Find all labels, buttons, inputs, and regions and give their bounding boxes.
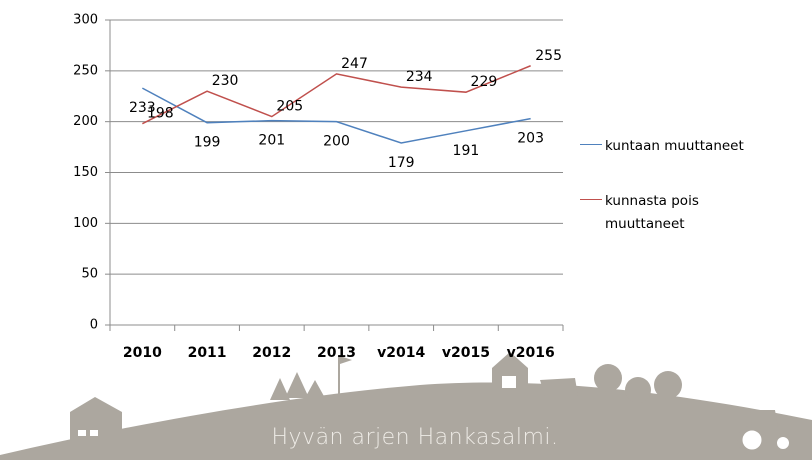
- x-tick-label: 2010: [123, 345, 162, 361]
- data-label: 234: [406, 69, 433, 85]
- data-label: 199: [194, 135, 221, 151]
- legend-item: kunnasta pois muuttaneet: [580, 190, 725, 236]
- series-line: [142, 87, 531, 144]
- data-label: 255: [535, 48, 562, 64]
- x-tick-label: v2016: [507, 345, 555, 361]
- y-tick-label: 200: [73, 114, 98, 129]
- slogan: Hyvän arjen Hankasalmi.: [271, 425, 558, 450]
- y-tick-label: 150: [73, 165, 98, 180]
- data-label: 200: [323, 134, 350, 150]
- y-tick-label: 250: [73, 63, 98, 78]
- legend-swatch: [580, 199, 602, 200]
- data-label: 201: [258, 133, 285, 149]
- y-tick-label: 300: [73, 13, 98, 28]
- y-tick-label: 0: [90, 318, 98, 333]
- data-label: 229: [471, 74, 498, 90]
- data-label: 233: [129, 100, 156, 116]
- x-tick-label: 2011: [188, 345, 227, 361]
- series-line: [142, 65, 531, 125]
- y-tick-label: 50: [81, 267, 98, 282]
- data-label: 198: [147, 106, 174, 122]
- x-tick-label: 2012: [252, 345, 291, 361]
- data-label: 203: [517, 131, 544, 147]
- data-label: 247: [341, 56, 368, 72]
- plot: 0 50 100 150 200 250 300 2010 2011 2012 2013 v2014 v…: [73, 13, 564, 361]
- legend-label: kunnasta pois muuttaneet: [605, 193, 699, 232]
- legend-swatch: [580, 144, 602, 145]
- y-tick-label: 100: [73, 216, 98, 231]
- x-tick-label: v2014: [377, 345, 425, 361]
- legend-item: kuntaan muuttaneet: [580, 135, 795, 158]
- data-label: 230: [212, 73, 239, 89]
- data-label: 179: [388, 155, 415, 171]
- data-label: 191: [453, 143, 480, 159]
- x-tick-label: 2013: [317, 345, 356, 361]
- x-tick-label: v2015: [442, 345, 490, 361]
- data-label: 205: [276, 99, 303, 115]
- legend-label: kuntaan muuttaneet: [605, 138, 744, 154]
- footer-landscape: [0, 352, 812, 460]
